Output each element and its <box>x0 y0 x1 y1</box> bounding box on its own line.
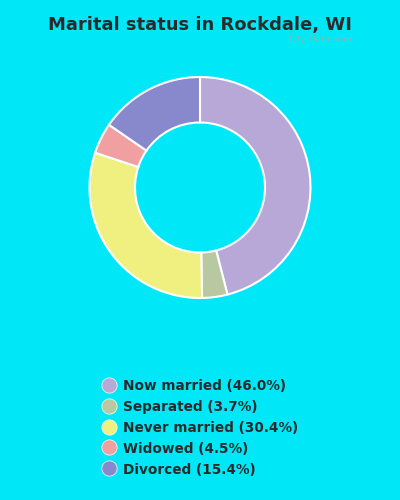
Wedge shape <box>95 125 146 167</box>
Text: City-Data.com: City-Data.com <box>289 35 353 44</box>
Wedge shape <box>90 152 202 298</box>
Wedge shape <box>201 250 228 298</box>
Text: Marital status in Rockdale, WI: Marital status in Rockdale, WI <box>48 16 352 34</box>
Legend: Now married (46.0%), Separated (3.7%), Never married (30.4%), Widowed (4.5%), Di: Now married (46.0%), Separated (3.7%), N… <box>97 374 303 482</box>
Wedge shape <box>109 77 200 150</box>
Wedge shape <box>200 77 310 294</box>
